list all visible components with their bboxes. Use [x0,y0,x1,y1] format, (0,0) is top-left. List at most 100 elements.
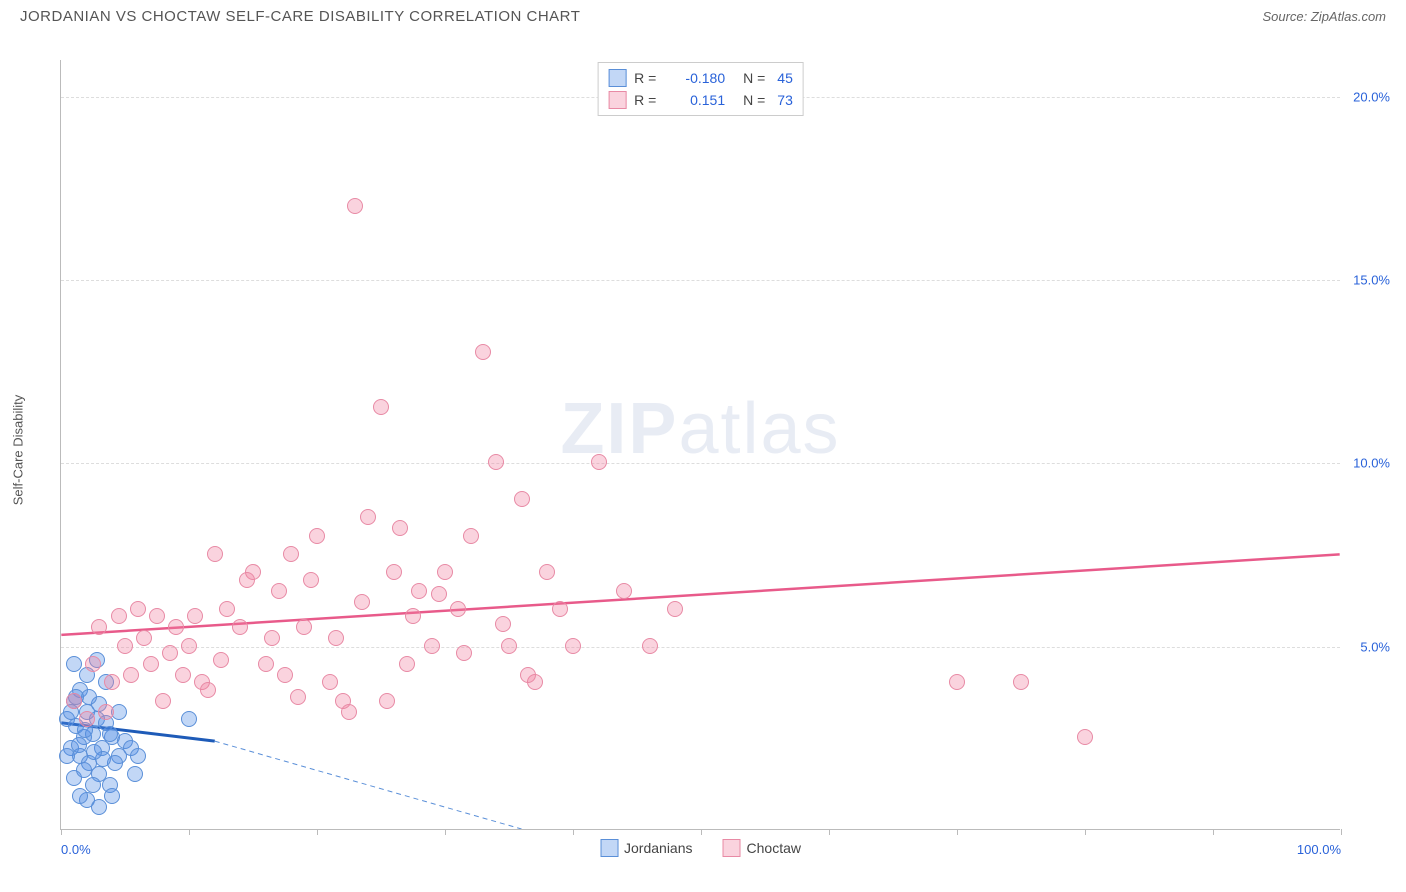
series-legend: Jordanians Choctaw [600,839,801,857]
x-tick [573,829,574,835]
scatter-point [76,762,92,778]
scatter-point [277,667,293,683]
scatter-point [354,594,370,610]
scatter-point [91,619,107,635]
scatter-point [520,667,536,683]
scatter-point [130,601,146,617]
chart-container: Self-Care Disability ZIPatlas 5.0%10.0%1… [50,40,1390,860]
scatter-point [264,630,280,646]
r-label: R = [634,92,662,108]
n-label: N = [743,70,765,86]
series-legend-item: Choctaw [723,839,801,857]
scatter-point [72,788,88,804]
x-tick [189,829,190,835]
scatter-point [514,491,530,507]
scatter-point [488,454,504,470]
scatter-point [130,748,146,764]
gridline [61,280,1340,281]
scatter-point [98,704,114,720]
gridline [61,647,1340,648]
scatter-point [373,399,389,415]
legend-label: Choctaw [747,840,801,856]
scatter-point [85,777,101,793]
scatter-point [463,528,479,544]
scatter-point [207,546,223,562]
x-tick [1085,829,1086,835]
scatter-point [91,799,107,815]
y-tick-label: 15.0% [1353,273,1390,288]
scatter-point [181,711,197,727]
x-tick [61,829,62,835]
scatter-point [392,520,408,536]
stats-legend: R =-0.180N =45R =0.151N =73 [597,62,804,116]
scatter-point [104,674,120,690]
scatter-point [71,737,87,753]
scatter-point [200,682,216,698]
scatter-point [1013,674,1029,690]
scatter-point [86,744,102,760]
x-tick [1341,829,1342,835]
scatter-point [111,608,127,624]
x-tick [957,829,958,835]
scatter-point [642,638,658,654]
y-tick-label: 5.0% [1360,639,1390,654]
scatter-point [258,656,274,672]
scatter-point [117,638,133,654]
scatter-point [290,689,306,705]
scatter-point [102,726,118,742]
scatter-point [450,601,466,617]
scatter-point [283,546,299,562]
scatter-point [232,619,248,635]
legend-label: Jordanians [624,840,693,856]
r-value: -0.180 [670,70,725,86]
scatter-point [1077,729,1093,745]
scatter-point [475,344,491,360]
scatter-point [437,564,453,580]
scatter-point [591,454,607,470]
scatter-point [424,638,440,654]
scatter-point [104,788,120,804]
scatter-point [405,608,421,624]
scatter-point [399,656,415,672]
scatter-point [123,667,139,683]
scatter-point [303,572,319,588]
scatter-point [187,608,203,624]
scatter-point [168,619,184,635]
scatter-point [379,693,395,709]
scatter-point [501,638,517,654]
y-tick-label: 10.0% [1353,456,1390,471]
legend-swatch [608,69,626,87]
source-attribution: Source: ZipAtlas.com [1262,9,1386,24]
scatter-point [213,652,229,668]
scatter-point [149,608,165,624]
legend-swatch [608,91,626,109]
plot-area: ZIPatlas 5.0%10.0%15.0%20.0%0.0%100.0%R … [60,60,1340,830]
scatter-point [81,689,97,705]
scatter-point [552,601,568,617]
x-tick [1213,829,1214,835]
scatter-point [79,711,95,727]
r-value: 0.151 [670,92,725,108]
scatter-point [175,667,191,683]
scatter-point [411,583,427,599]
scatter-point [616,583,632,599]
n-value: 45 [777,70,793,86]
scatter-point [328,630,344,646]
scatter-point [456,645,472,661]
scatter-point [667,601,683,617]
scatter-point [296,619,312,635]
scatter-point [85,656,101,672]
x-tick [829,829,830,835]
x-tick-label: 0.0% [61,842,91,857]
r-label: R = [634,70,662,86]
scatter-point [322,674,338,690]
n-value: 73 [777,92,793,108]
x-tick [317,829,318,835]
scatter-point [271,583,287,599]
scatter-point [360,509,376,525]
scatter-point [949,674,965,690]
scatter-point [347,198,363,214]
scatter-point [431,586,447,602]
scatter-point [155,693,171,709]
scatter-point [136,630,152,646]
